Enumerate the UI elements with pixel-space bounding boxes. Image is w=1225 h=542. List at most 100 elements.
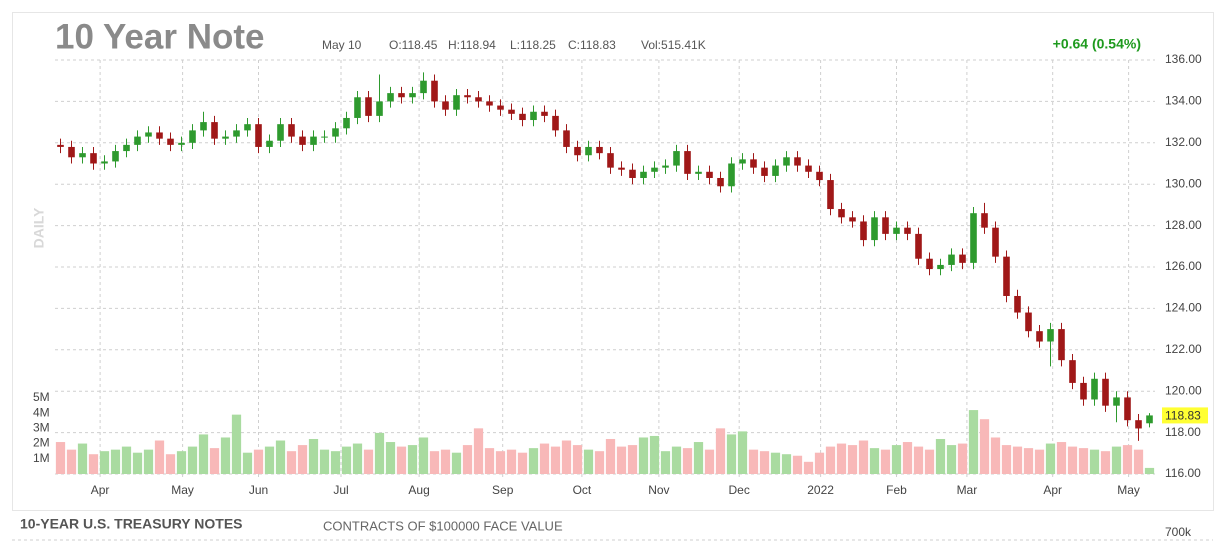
volume-bar: [1133, 449, 1144, 474]
x-tick-label: Aug: [408, 483, 429, 497]
candle-body: [508, 109, 515, 114]
candle-body: [640, 171, 647, 178]
candle-body: [783, 157, 790, 166]
volume-bar: [561, 440, 572, 474]
volume-bar: [165, 454, 176, 474]
volume-bar: [858, 440, 869, 474]
volume-bar: [1122, 445, 1133, 474]
x-tick-label: May: [171, 483, 194, 497]
candle-body: [519, 113, 526, 121]
volume-bar: [407, 445, 418, 474]
candle-body: [827, 180, 834, 210]
y-tick-label: 122.00: [1165, 342, 1202, 356]
volume-bar: [671, 446, 682, 474]
volume-bar: [88, 454, 99, 474]
volume-layer: [55, 410, 1155, 474]
candle-body: [695, 171, 702, 174]
period-label: DAILY: [31, 207, 47, 248]
volume-bar: [759, 451, 770, 474]
candle-body: [904, 227, 911, 234]
volume-bar: [539, 443, 550, 474]
candle-body: [475, 97, 482, 102]
last-price-tag: [1162, 407, 1208, 424]
x-tick-label: Apr: [91, 483, 110, 497]
volume-bar: [209, 448, 220, 474]
candle-body: [816, 171, 823, 181]
volume-bar: [638, 437, 649, 474]
volume-bar: [957, 443, 968, 474]
candle-body: [101, 161, 108, 164]
candle-body: [354, 97, 361, 118]
candle-body: [409, 93, 416, 98]
candle-body: [1102, 378, 1109, 406]
candle-body: [761, 167, 768, 176]
candle-body: [57, 144, 64, 147]
volume-bar: [231, 414, 242, 474]
volume-bar: [968, 410, 979, 474]
volume-bar: [1089, 449, 1100, 474]
y-tick-label: 124.00: [1165, 301, 1202, 315]
volume-bar: [495, 451, 506, 474]
volume-bar: [297, 445, 308, 474]
grid-layer: [55, 59, 1155, 480]
candle-layer: [57, 72, 1153, 441]
volume-bar: [605, 438, 616, 474]
volume-bar: [154, 440, 165, 474]
candle-body: [288, 124, 295, 137]
candle-body: [684, 151, 691, 174]
quote-close: C:118.83: [568, 38, 616, 52]
volume-bar: [627, 445, 638, 474]
candle-body: [200, 122, 207, 131]
candle-body: [310, 136, 317, 145]
volume-bar: [352, 443, 363, 474]
candle-body: [1135, 420, 1142, 429]
volume-bar: [880, 449, 891, 474]
volume-bar: [275, 440, 286, 474]
y-tick-label: 118.00: [1165, 425, 1201, 439]
volume-bar: [715, 428, 726, 474]
x-tick-label: Jun: [249, 483, 268, 497]
volume-bar: [781, 454, 792, 474]
volume-bar: [660, 451, 671, 474]
volume-bar: [517, 452, 528, 474]
volume-bar: [1144, 467, 1155, 474]
candle-body: [442, 101, 449, 110]
candle-body: [266, 140, 273, 147]
volume-bar: [253, 449, 264, 474]
candle-body: [959, 254, 966, 263]
volume-bar: [726, 434, 737, 474]
volume-bar: [792, 455, 803, 474]
candle-body: [123, 144, 130, 152]
volume-bar: [440, 449, 451, 474]
volume-bar: [121, 446, 132, 474]
quote-date: May 10: [322, 38, 362, 52]
candle-body: [1091, 378, 1098, 400]
volume-bar: [847, 445, 858, 474]
x-tick-label: Jul: [333, 483, 348, 497]
volume-tick-label: 3M: [33, 421, 50, 435]
volume-bar: [682, 448, 693, 474]
candle-body: [948, 254, 955, 265]
candle-body: [464, 95, 471, 98]
candle-body: [1069, 360, 1076, 383]
quote-volume: Vol:515.41K: [641, 38, 706, 52]
candle-body: [211, 122, 218, 139]
y-tick-label: 130.00: [1165, 176, 1202, 190]
candle-body: [992, 227, 999, 257]
candle-body: [629, 169, 636, 178]
candle-body: [244, 124, 251, 131]
candle-body: [794, 157, 801, 166]
candle-body: [178, 142, 185, 145]
candle-body: [167, 138, 174, 145]
candle-body: [618, 167, 625, 170]
x-tick-label: May: [1117, 483, 1140, 497]
volume-bar: [1067, 446, 1078, 474]
candle-body: [651, 167, 658, 172]
candle-body: [981, 213, 988, 228]
volume-bar: [748, 449, 759, 474]
volume-bar: [363, 449, 374, 474]
candle-body: [1146, 415, 1153, 424]
candle-body: [585, 146, 592, 156]
